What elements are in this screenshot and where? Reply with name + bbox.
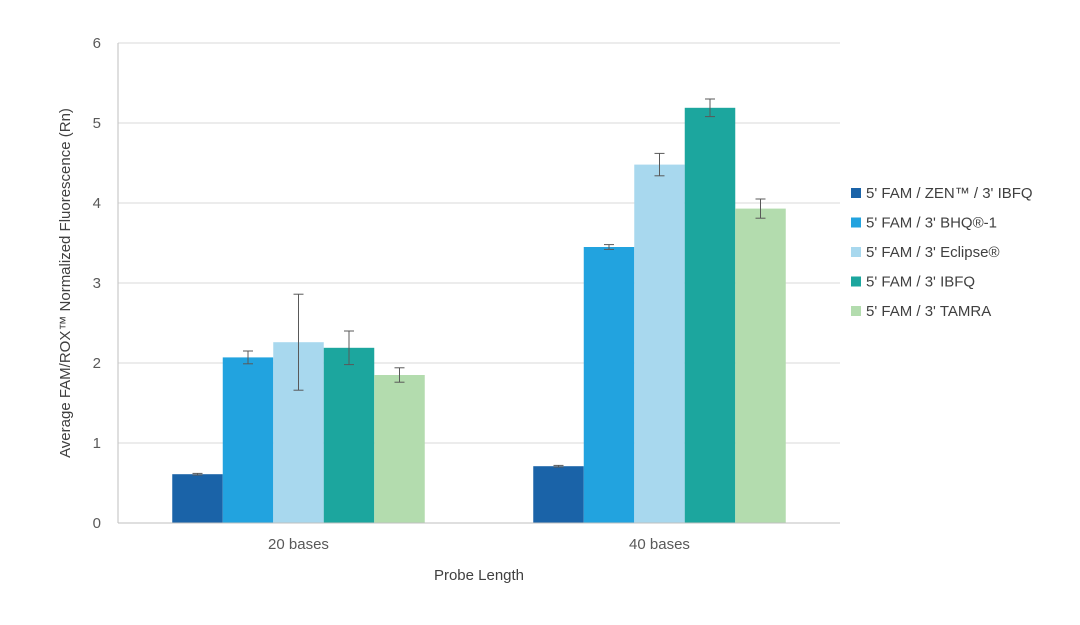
y-tick-label: 0	[93, 515, 101, 532]
y-tick-label: 6	[93, 35, 101, 52]
x-axis-title: Probe Length	[434, 567, 524, 584]
legend-label: 5' FAM / 3' TAMRA	[866, 303, 991, 320]
x-tick-label: 40 bases	[629, 536, 690, 553]
bar	[533, 466, 584, 523]
bar	[222, 357, 274, 523]
legend-swatch	[851, 217, 861, 228]
y-tick-label: 2	[93, 355, 101, 372]
y-tick-label: 1	[93, 435, 101, 452]
bar	[735, 208, 786, 523]
axes: 0 1 2 3 4 5 6 20 bases 40 bases	[93, 35, 840, 553]
bar	[684, 107, 736, 524]
error-bars	[192, 98, 766, 476]
legend-item: 5' FAM / 3' IBFQ	[851, 274, 975, 291]
bar	[323, 347, 375, 523]
legend-item: 5' FAM / 3' TAMRA	[851, 303, 991, 320]
bar	[634, 164, 685, 523]
y-tick-label: 3	[93, 275, 101, 292]
y-tick-label: 5	[93, 115, 101, 132]
legend: 5' FAM / ZEN™ / 3' IBFQ 5' FAM / 3' BHQ®-…	[851, 185, 1033, 320]
legend-swatch	[851, 306, 861, 316]
y-axis-title: Average FAM/ROX™ Normalized Fluorescence…	[57, 108, 74, 458]
legend-item: 5' FAM / ZEN™ / 3' IBFQ	[851, 185, 1033, 202]
bar	[583, 247, 635, 523]
legend-swatch	[851, 247, 861, 257]
bars	[172, 107, 786, 524]
y-tick-label: 4	[93, 195, 101, 212]
bar	[172, 474, 223, 523]
legend-item: 5' FAM / 3' BHQ®-1	[851, 215, 997, 232]
legend-label: 5' FAM / 3' Eclipse®	[866, 244, 1000, 261]
x-tick-label: 20 bases	[268, 536, 329, 553]
legend-swatch	[851, 188, 861, 198]
legend-swatch	[851, 276, 861, 287]
legend-label: 5' FAM / 3' IBFQ	[866, 274, 975, 291]
legend-label: 5' FAM / 3' BHQ®-1	[866, 215, 997, 232]
bar	[374, 375, 425, 523]
legend-label: 5' FAM / ZEN™ / 3' IBFQ	[866, 185, 1033, 202]
legend-item: 5' FAM / 3' Eclipse®	[851, 244, 1000, 261]
